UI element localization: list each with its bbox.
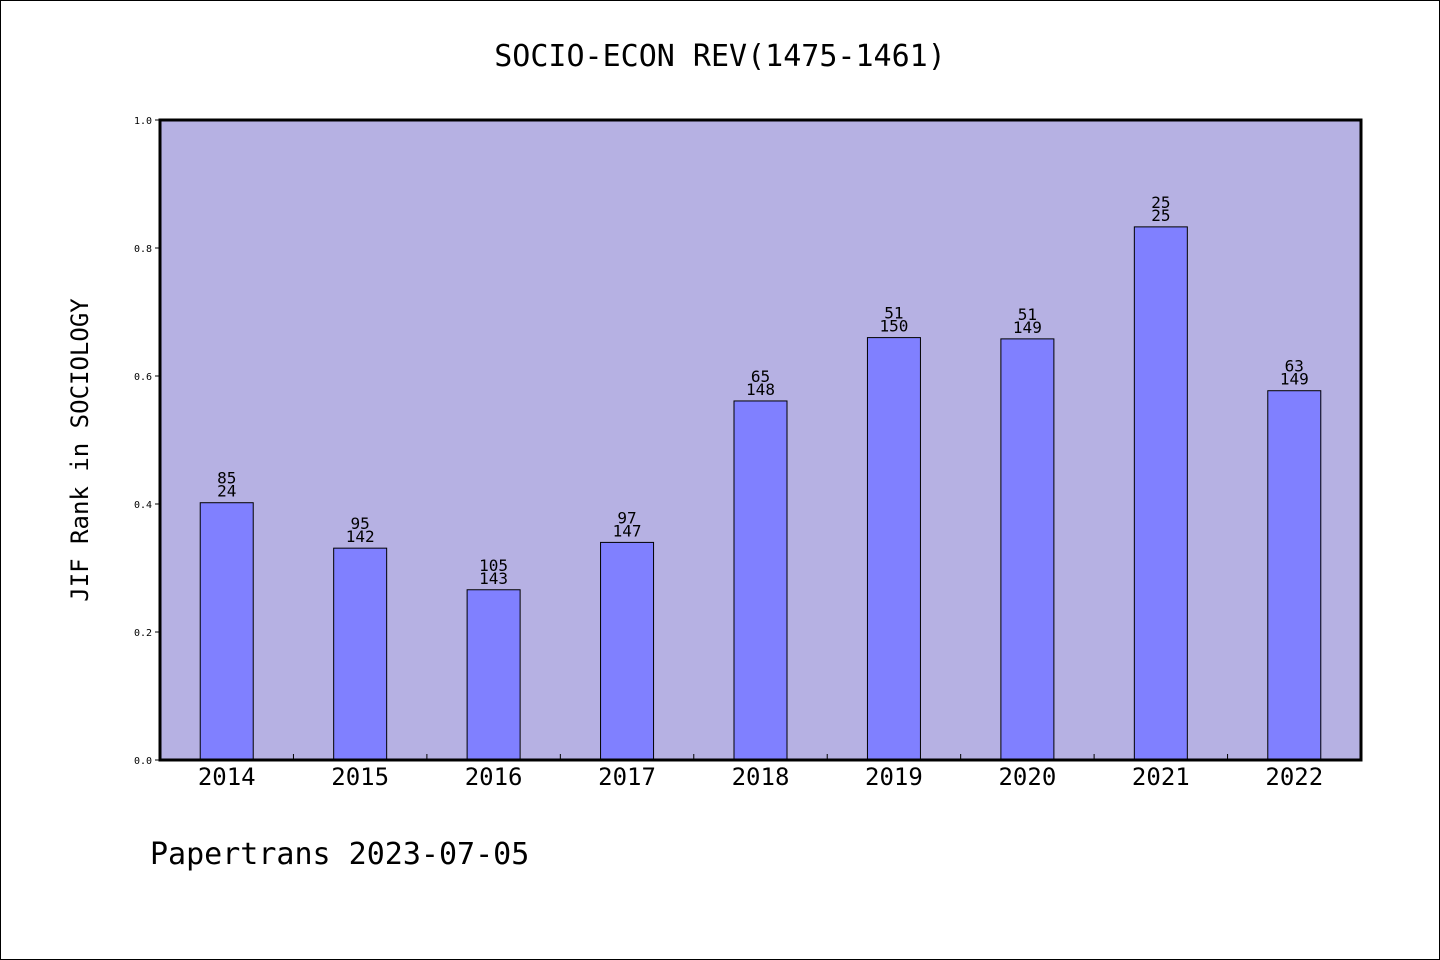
bar-label-bottom-2020: 149 bbox=[1013, 318, 1042, 337]
bar-2022 bbox=[1267, 390, 1322, 761]
y-tick-label-0.6: 0.6 bbox=[134, 372, 152, 383]
bar-2017 bbox=[600, 541, 655, 761]
bar-label-bottom-2018: 148 bbox=[746, 380, 775, 399]
x-tick-label-2014: 2014 bbox=[198, 763, 256, 791]
bar-2014 bbox=[199, 502, 254, 761]
bar-label-top-2018: 65 bbox=[751, 367, 770, 386]
bars-group bbox=[199, 226, 1322, 761]
bar-2019 bbox=[866, 337, 921, 761]
y-tick-label-0.4: 0.4 bbox=[134, 500, 152, 511]
bar-label-bottom-2021: 25 bbox=[1151, 206, 1170, 225]
y-tick-label-0.0: 0.0 bbox=[134, 756, 152, 767]
chart-title: SOCIO-ECON REV(1475-1461) bbox=[494, 39, 946, 74]
x-tick-label-2022: 2022 bbox=[1265, 763, 1323, 791]
bar-label-top-2021: 25 bbox=[1151, 193, 1170, 212]
x-tick-label-2017: 2017 bbox=[598, 763, 656, 791]
y-tick-label-1.0: 1.0 bbox=[134, 116, 152, 127]
x-tick-label-2016: 2016 bbox=[465, 763, 523, 791]
bar-label-bottom-2017: 147 bbox=[613, 521, 642, 540]
bar-label-top-2017: 97 bbox=[617, 508, 636, 527]
x-tick-label-2015: 2015 bbox=[331, 763, 389, 791]
bar-2018 bbox=[733, 400, 788, 761]
y-tick-label-0.8: 0.8 bbox=[134, 244, 152, 255]
bar-label-bottom-2019: 150 bbox=[879, 317, 908, 336]
bar-label-top-2015: 95 bbox=[351, 514, 370, 533]
x-axis: 2014 2015 2016 2017 2018 2019 2020 2021 2022 bbox=[198, 754, 1323, 791]
bar-label-bottom-2016: 143 bbox=[479, 569, 508, 588]
bar-label-bottom-2014: 24 bbox=[217, 482, 236, 501]
x-tick-label-2021: 2021 bbox=[1132, 763, 1190, 791]
bar-label-bottom-2015: 142 bbox=[346, 527, 375, 546]
bar-label-top-2014: 85 bbox=[217, 469, 236, 488]
bar-label-bottom-2022: 149 bbox=[1280, 370, 1309, 389]
x-tick-label-2020: 2020 bbox=[998, 763, 1056, 791]
footer-text: Papertrans 2023-07-05 bbox=[150, 837, 529, 872]
y-axis-label: JIF Rank in SOCIOLOGY bbox=[66, 298, 94, 602]
bar-2021 bbox=[1133, 226, 1188, 761]
bar-2016 bbox=[466, 589, 521, 761]
bar-labels-group: 8524951421051439714765148511505114925256… bbox=[217, 193, 1309, 588]
bar-label-top-2019: 51 bbox=[884, 304, 903, 323]
bar-2020 bbox=[1000, 338, 1055, 761]
bar-2015 bbox=[333, 547, 388, 761]
bar-label-top-2022: 63 bbox=[1285, 357, 1304, 376]
bar-label-top-2016: 105 bbox=[479, 556, 508, 575]
y-tick-label-0.2: 0.2 bbox=[134, 628, 152, 639]
plot-border bbox=[158, 118, 1363, 762]
x-tick-label-2018: 2018 bbox=[732, 763, 790, 791]
bar-label-top-2020: 51 bbox=[1018, 305, 1037, 324]
x-tick-label-2019: 2019 bbox=[865, 763, 923, 791]
y-axis: 0.0 0.2 0.4 0.6 0.8 1.0 bbox=[134, 116, 160, 767]
